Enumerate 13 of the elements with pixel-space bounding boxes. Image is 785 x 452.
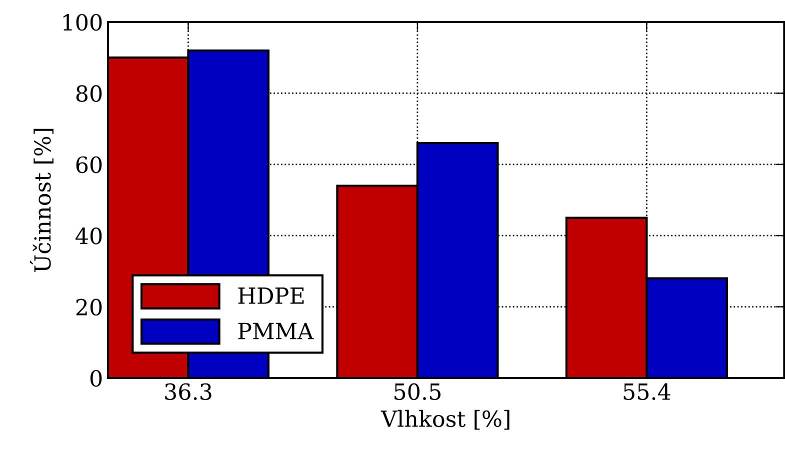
y-tick-label: 0 <box>90 370 102 387</box>
y-tick-label: 60 <box>76 156 102 174</box>
x-tick-label: 55.4 <box>624 383 670 400</box>
x-tick-label: 36.3 <box>165 383 212 400</box>
y-axis-title: Účinnost [%] <box>30 128 54 272</box>
legend-label: HDPE <box>238 288 304 304</box>
x-tick-label: 50.5 <box>394 383 440 400</box>
y-tick-label: 20 <box>76 298 102 316</box>
legend-label: PMMA <box>238 322 314 340</box>
y-tick-label: 40 <box>76 228 102 244</box>
x-axis-title: Vlhkost [%] <box>380 410 510 430</box>
y-tick-label: 80 <box>76 85 102 102</box>
y-tick-label: 100 <box>63 14 102 31</box>
